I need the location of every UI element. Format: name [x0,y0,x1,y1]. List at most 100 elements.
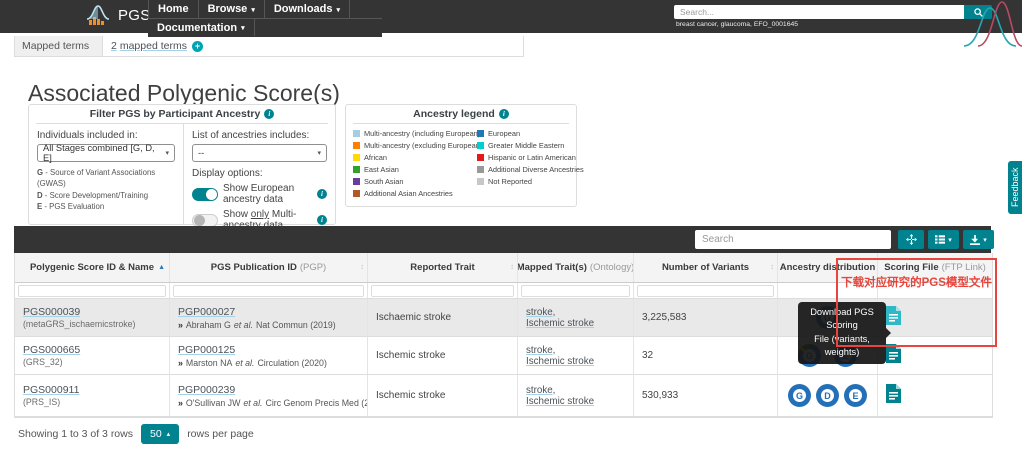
ancestry-chart-development[interactable]: D [816,384,839,407]
scoring-file-download-link[interactable] [886,305,901,330]
legend-item: Not Reported [477,177,584,187]
toggle-show-only-multi-ancestry[interactable] [192,213,218,227]
file-document-icon [886,383,901,403]
color-swatch [477,165,484,173]
site-search-button[interactable] [964,5,992,19]
info-icon[interactable]: i [498,109,509,119]
stage-select[interactable]: All Stages combined [G, D, E] ▾ [37,143,175,163]
mapped-terms-link[interactable]: 2 mapped terms [111,40,187,52]
page-title: Associated Polygenic Score(s) [28,80,340,106]
column-header-score-id[interactable]: Polygenic Score ID & Name ▲ [15,253,170,282]
chevron-down-icon: ▾ [251,6,255,14]
nav-item-home[interactable]: Home [148,0,199,18]
column-header-reported-trait[interactable]: Reported Trait ↕ [368,253,518,282]
main-nav: Home Browse ▾ Downloads ▾ Documentation ▾ [148,0,382,37]
stage-legend-line: G - Source of Variant Associations (GWAS… [37,168,156,189]
legend-item: Hispanic or Latin American [477,153,584,163]
column-header-publication-id[interactable]: PGS Publication ID (PGP) ↕ [170,253,368,282]
chevron-down-icon: ▾ [165,150,169,157]
info-icon[interactable]: i [317,215,327,225]
scoring-file-download-link[interactable] [886,343,901,368]
feedback-tab[interactable]: Feedback [1008,161,1022,214]
reported-trait: Ischemic stroke [376,350,446,361]
pgs-logo-icon [86,5,110,25]
filter-panel-title: Filter PGS by Participant Ancestry [89,108,261,120]
variant-count: 530,933 [642,390,679,401]
stage-legend-line: D - Score Development/Training [37,190,149,200]
pgp-id-link[interactable]: PGP000239 [178,383,236,396]
fullscreen-move-button[interactable] [898,230,924,249]
sort-icon[interactable]: ↕ [770,262,774,271]
ancestry-chart-evaluation[interactable]: E [844,384,867,407]
pgs-id-link[interactable]: PGS000911 [23,384,80,396]
filter-input-reported-trait[interactable] [371,284,514,297]
distribution-curves-graphic [964,1,1022,47]
color-swatch [477,130,484,137]
legend-item: Additional Asian Ancestries [353,189,472,199]
mapped-terms-value: 2 mapped terms + [103,36,211,56]
stage-legend-line: E - PGS Evaluation [37,201,105,211]
page-size-button[interactable]: 50 ▴ [140,424,180,444]
toggle-show-european-data[interactable] [192,187,218,201]
filter-pgs-panel: Filter PGS by Participant Ancestry i Ind… [28,104,336,231]
publication-citation: » O'Sullivan JW et al. Circ Genom Precis Me… [178,397,367,408]
scoring-file-download-link[interactable] [886,383,901,408]
table-toolbar: ▾ ▾ [14,226,994,253]
color-swatch [353,141,360,149]
filter-input-score-id[interactable] [18,284,166,297]
sort-icon[interactable]: ↕ [626,262,630,271]
table-filter-row [15,283,992,299]
search-example-links[interactable]: breast cancer, glaucoma, EFO_0001645 [676,21,799,28]
reported-trait: Ischaemic stroke [376,312,452,323]
table-search-input[interactable] [695,230,891,249]
sort-icon[interactable]: ↕ [360,262,364,271]
legend-item: Multi-ancestry (including European) [353,129,480,139]
download-scoring-file-tooltip: Download PGS Scoring File (variants, wei… [798,302,891,364]
filter-input-mapped-traits[interactable] [521,284,630,297]
pgp-id-link[interactable]: PGP000027 [178,305,236,318]
mapped-trait-link[interactable]: Ischemic stroke [526,395,595,407]
expand-plus-icon[interactable]: + [191,40,203,52]
table-footer: Showing 1 to 3 of 3 rows 50 ▴ rows per pa… [18,424,254,444]
mapped-trait-link[interactable]: Ischemic stroke [526,317,595,329]
mapped-trait-link[interactable]: stroke, [526,384,556,396]
stage-legend: G - Source of Variant Associations (GWAS… [37,167,175,212]
pgp-id-link[interactable]: PGP000125 [178,343,236,356]
download-icon [970,234,981,245]
chevron-down-icon: ▾ [983,236,987,244]
column-header-number-of-variants[interactable]: Number of Variants ↕ [634,253,778,282]
info-icon[interactable]: i [264,109,275,119]
column-header-mapped-traits[interactable]: Mapped Trait(s) (Ontology) ↕ [518,253,634,282]
columns-toggle-button[interactable]: ▾ [928,230,959,249]
filter-input-publication-id[interactable] [173,284,364,297]
nav-item-downloads[interactable]: Downloads ▾ [265,0,351,18]
ancestry-legend-panel: Ancestry legend i Multi-ancestry (includ… [345,104,584,207]
color-swatch [353,153,360,161]
variant-count: 3,225,583 [642,312,687,323]
sort-icon[interactable]: ↕ [510,262,514,271]
pgs-id-link[interactable]: PGS000039 [23,306,81,318]
table-header-row: Polygenic Score ID & Name ▲ PGS Publicati… [15,253,992,283]
search-icon [973,7,983,17]
legend-item: African [353,153,472,163]
nav-item-browse[interactable]: Browse ▾ [199,0,265,18]
mapped-trait-link[interactable]: stroke, [526,344,556,356]
legend-item: European [477,129,584,139]
ancestry-select[interactable]: -- ▾ [192,144,327,162]
mapped-trait-link[interactable]: stroke, [526,306,556,318]
variant-count: 32 [642,350,654,361]
site-search-input[interactable] [674,5,964,19]
nav-item-documentation[interactable]: Documentation ▾ [148,19,255,36]
pgs-id-link[interactable]: PGS000665 [23,344,81,356]
info-icon[interactable]: i [317,189,327,199]
sort-ascending-icon[interactable]: ▲ [158,264,165,271]
export-download-button[interactable]: ▾ [963,230,994,249]
legend-item: South Asian [353,177,472,187]
double-chevron-icon: » [178,357,183,368]
filter-input-variants[interactable] [637,284,774,297]
color-swatch [477,153,484,161]
mapped-trait-link[interactable]: Ischemic stroke [526,355,595,367]
color-swatch [353,177,360,185]
reported-trait: Ischemic stroke [376,390,446,401]
ancestry-chart-gwas[interactable]: G [788,384,811,407]
